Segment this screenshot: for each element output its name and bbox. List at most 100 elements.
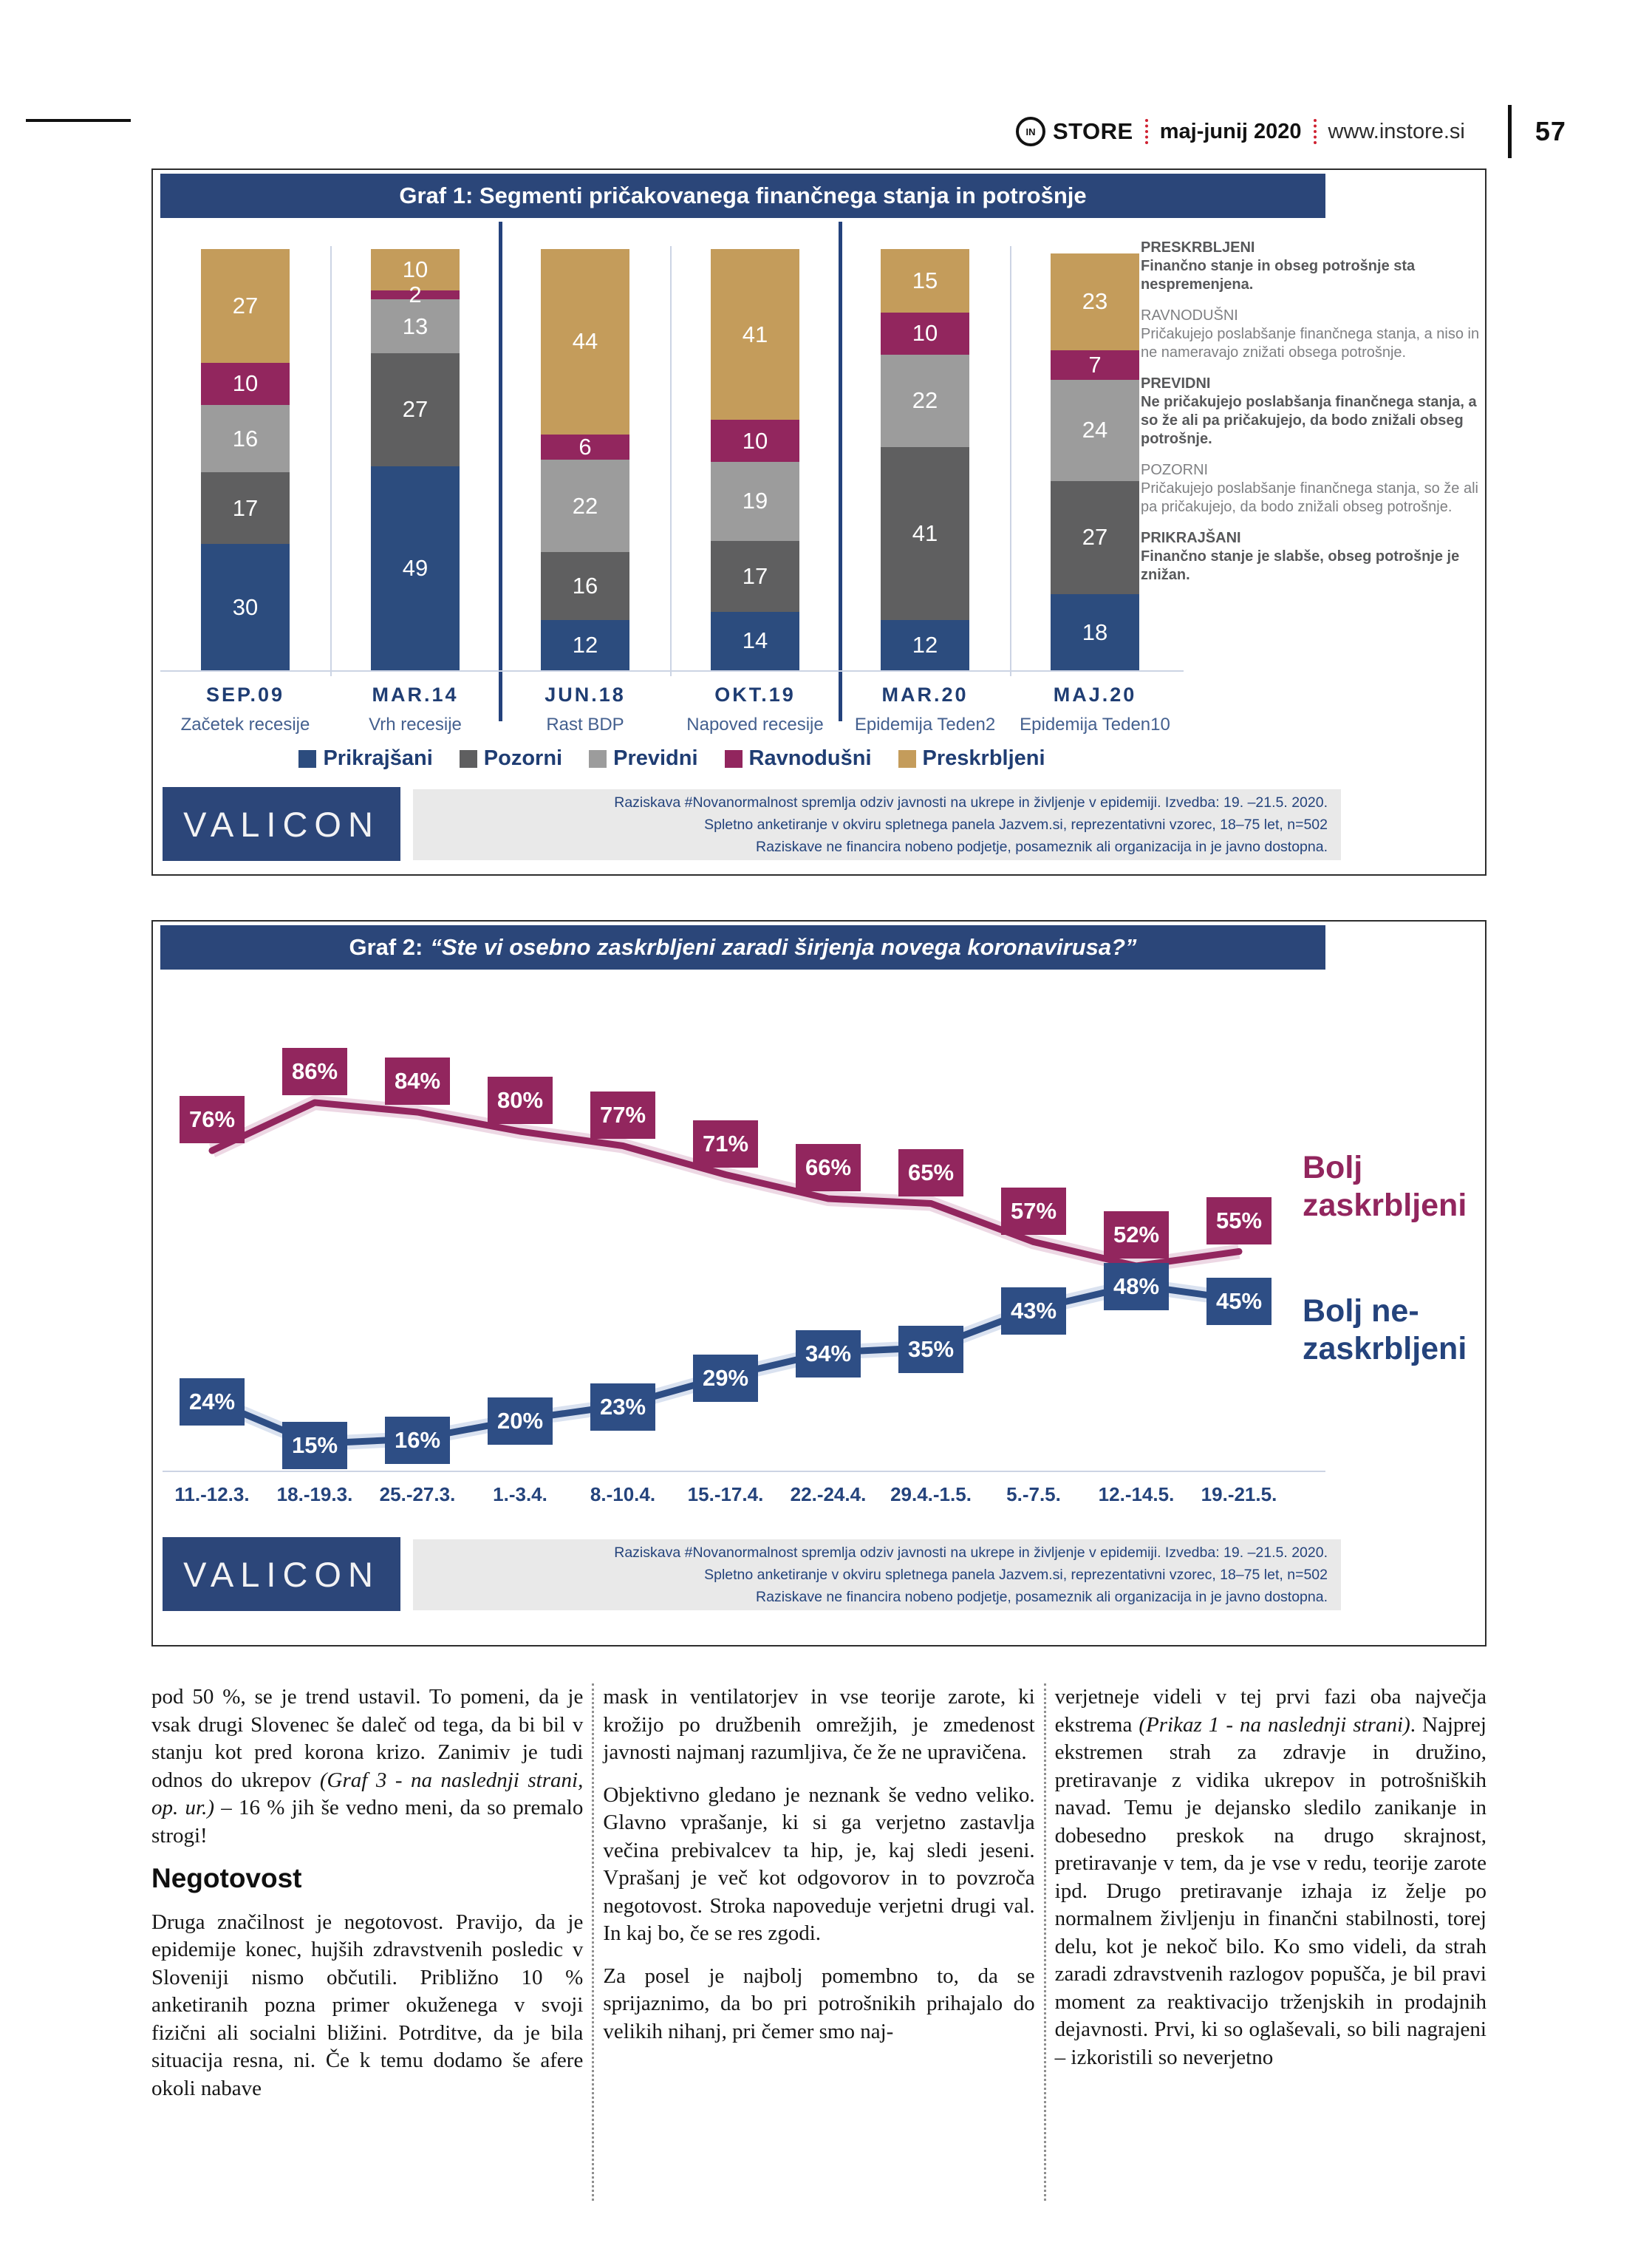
paragraph: mask in ventilatorjev in vse teorije zar…	[603, 1685, 1035, 1764]
bar-segment-pozorni: 16	[541, 552, 629, 620]
definition-desc: Ne pričakujejo poslabšanja finančnega st…	[1141, 394, 1477, 447]
bar-segment-prikrajšani: 12	[881, 619, 969, 670]
data-point-label: 23%	[590, 1383, 655, 1431]
section-heading: Negotovost	[151, 1863, 302, 1893]
definition-block: PRESKRBLJENI Finančno stanje in obseg pot…	[1141, 239, 1489, 294]
source-line: Spletno anketiranje v okviru spletnega p…	[704, 817, 1328, 833]
data-point-label: 34%	[796, 1330, 861, 1378]
x-axis-label: MAR.14	[372, 684, 459, 706]
data-point-label: 20%	[488, 1397, 553, 1445]
bar-column: 49 27 13 2 10 MAR.14 Vrh recesije	[330, 249, 500, 752]
legend-label: Previdni	[613, 746, 698, 770]
bar-segment-pozorni: 27	[1051, 480, 1139, 595]
x-axis-label: SEP.09	[205, 684, 285, 706]
paragraph: Druga značilnost je negotovost. Pravijo,…	[151, 1910, 584, 2100]
bar-segment-preskrbljeni: 10	[371, 249, 460, 291]
x-axis-label: 15.-17.4.	[687, 1483, 764, 1505]
bar-value-label: 12	[572, 631, 598, 658]
graf2-title-quote: “Ste vi osebno zaskrbljeni zaradi širjen…	[430, 934, 1137, 960]
bar-value-label: 18	[1082, 619, 1108, 645]
bar-segment-previdni: 16	[201, 404, 290, 473]
data-point-label: 76%	[180, 1096, 245, 1143]
paragraph: Za posel je najbolj pomembno to, da se s…	[603, 1964, 1035, 2043]
graf1-box: Graf 1: Segmenti pričakovanega finančneg…	[151, 168, 1486, 876]
source-line: Spletno anketiranje v okviru spletnega p…	[704, 1567, 1328, 1583]
bar-segment-prikrajšani: 30	[201, 544, 290, 670]
definition-block: PRIKRAJŠANI Finančno stanje je slabše, ob…	[1141, 529, 1489, 585]
bar-column: 12 41 22 10 15 MAR.20 Epidemija Teden2	[840, 249, 1010, 752]
bar-value-label: 22	[912, 387, 938, 414]
valicon-logo: VALICON	[163, 1537, 400, 1611]
data-point-label: 24%	[180, 1378, 245, 1426]
legend-label: Pozorni	[483, 746, 563, 770]
data-point-label: 45%	[1206, 1277, 1272, 1325]
article-body: pod 50 %, se je trend ustavil. To pomeni…	[151, 1683, 1486, 2201]
data-point-label: 77%	[590, 1091, 655, 1139]
graf2-source-box: Raziskava #Novanormalnost spremlja odziv…	[413, 1539, 1341, 1610]
header-separator-icon	[1313, 119, 1317, 144]
bar-value-label: 30	[232, 593, 259, 620]
bar-segment-previdni: 22	[541, 460, 629, 553]
legend-swatch-icon	[589, 749, 607, 768]
bar-value-label: 10	[232, 370, 259, 397]
bar-value-label: 27	[232, 292, 259, 319]
paragraph: Objektivno gledano je neznank še vedno v…	[603, 1782, 1035, 1946]
x-axis-label: 25.-27.3.	[379, 1483, 456, 1505]
bar-segment-prikrajšani: 14	[711, 611, 799, 670]
bar-column: 14 17 19 10 41 OKT.19 Napoved recesije	[670, 248, 840, 752]
legend-label: Preskrbljeni	[922, 746, 1045, 770]
bar-segment-preskrbljeni: 27	[201, 249, 290, 363]
page-header: IN STORE maj-junij 2020 www.instore.si 5…	[1016, 105, 1566, 158]
bar-segment-prikrajšani: 18	[1051, 594, 1139, 670]
legend-swatch-icon	[459, 749, 477, 768]
bar-value-label: 6	[578, 433, 592, 460]
paragraph-text: – 16 % jih še vedno meni, da so premalo …	[151, 1796, 584, 1848]
bar-value-label: 7	[1088, 351, 1102, 378]
data-point-label: 16%	[385, 1417, 450, 1464]
source-line: Raziskave ne financira nobeno podjetje, …	[756, 1589, 1328, 1605]
bar-segment-previdni: 13	[371, 299, 460, 354]
bar-value-label: 12	[912, 631, 938, 658]
column-separator	[670, 246, 672, 676]
bar-value-label: 44	[572, 328, 598, 355]
bar-segment-pozorni: 27	[371, 353, 460, 466]
page-number-divider	[1507, 105, 1512, 158]
paragraph-text-italic: (Graf 3 - na naslednji strani, op. ur.)	[151, 1768, 584, 1820]
data-point-label: 48%	[1104, 1263, 1169, 1310]
definition-desc: Finančno stanje in obseg potrošnje sta n…	[1141, 258, 1416, 293]
margin-rule	[26, 119, 131, 122]
x-axis-label: 5.-7.5.	[1006, 1483, 1061, 1505]
data-point-label: 66%	[796, 1144, 861, 1191]
bar-segment-previdni: 24	[1051, 379, 1139, 481]
x-axis-label: 19.-21.5.	[1201, 1483, 1277, 1505]
article-column-2: mask in ventilatorjev in vse teorije zar…	[603, 1683, 1034, 2201]
graf1-source-box: Raziskava #Novanormalnost spremlja odziv…	[413, 789, 1341, 860]
graf1-legend: Prikrajšani Pozorni Previdni Ravnodušni Pres…	[160, 746, 1184, 771]
bar-value-label: 27	[402, 396, 429, 423]
article-column-3: verjetneje videli v tej prvi fazi oba na…	[1055, 1683, 1486, 2201]
bar-value-label: 23	[1082, 288, 1108, 315]
graf2-point-labels: 76% 86% 84% 80% 77% 71% 66% 65% 57% 52% 55% 24% 15% 1…	[153, 984, 1488, 1487]
definition-name: PRESKRBLJENI	[1141, 239, 1255, 256]
legend-swatch-icon	[724, 749, 743, 768]
definition-desc: Pričakujejo poslabšanje finančnega stanj…	[1141, 480, 1478, 515]
series-label-zaskrbljeni: Bolj zaskrbljeni	[1303, 1150, 1467, 1223]
bar-segment-ravnodušni: 6	[541, 433, 629, 460]
legend-label: Ravnodušni	[748, 746, 872, 770]
bar-segment-pozorni: 17	[711, 541, 799, 612]
x-axis-sublabel: Rast BDP	[546, 715, 624, 735]
paragraph: verjetneje videli v tej prvi fazi oba na…	[1055, 1683, 1486, 2071]
x-axis-label: 22.-24.4.	[790, 1483, 867, 1505]
bar-value-label: 10	[402, 256, 429, 283]
x-axis-sublabel: Napoved recesije	[686, 715, 824, 735]
segment-definitions: PRESKRBLJENI Finančno stanje in obseg pot…	[1141, 239, 1489, 597]
bar-value-label: 10	[912, 320, 938, 347]
bar-value-label: 24	[1082, 417, 1108, 443]
bar-column: 18 27 24 7 23 MAJ.20 Epidemija Teden10	[1010, 249, 1180, 752]
bar-value-label: 41	[912, 520, 938, 546]
bar-segment-preskrbljeni: 41	[711, 248, 799, 420]
article-column-1: pod 50 %, se je trend ustavil. To pomeni…	[151, 1683, 583, 2201]
legend-item: Previdni	[589, 746, 698, 771]
group-separator	[499, 222, 502, 721]
